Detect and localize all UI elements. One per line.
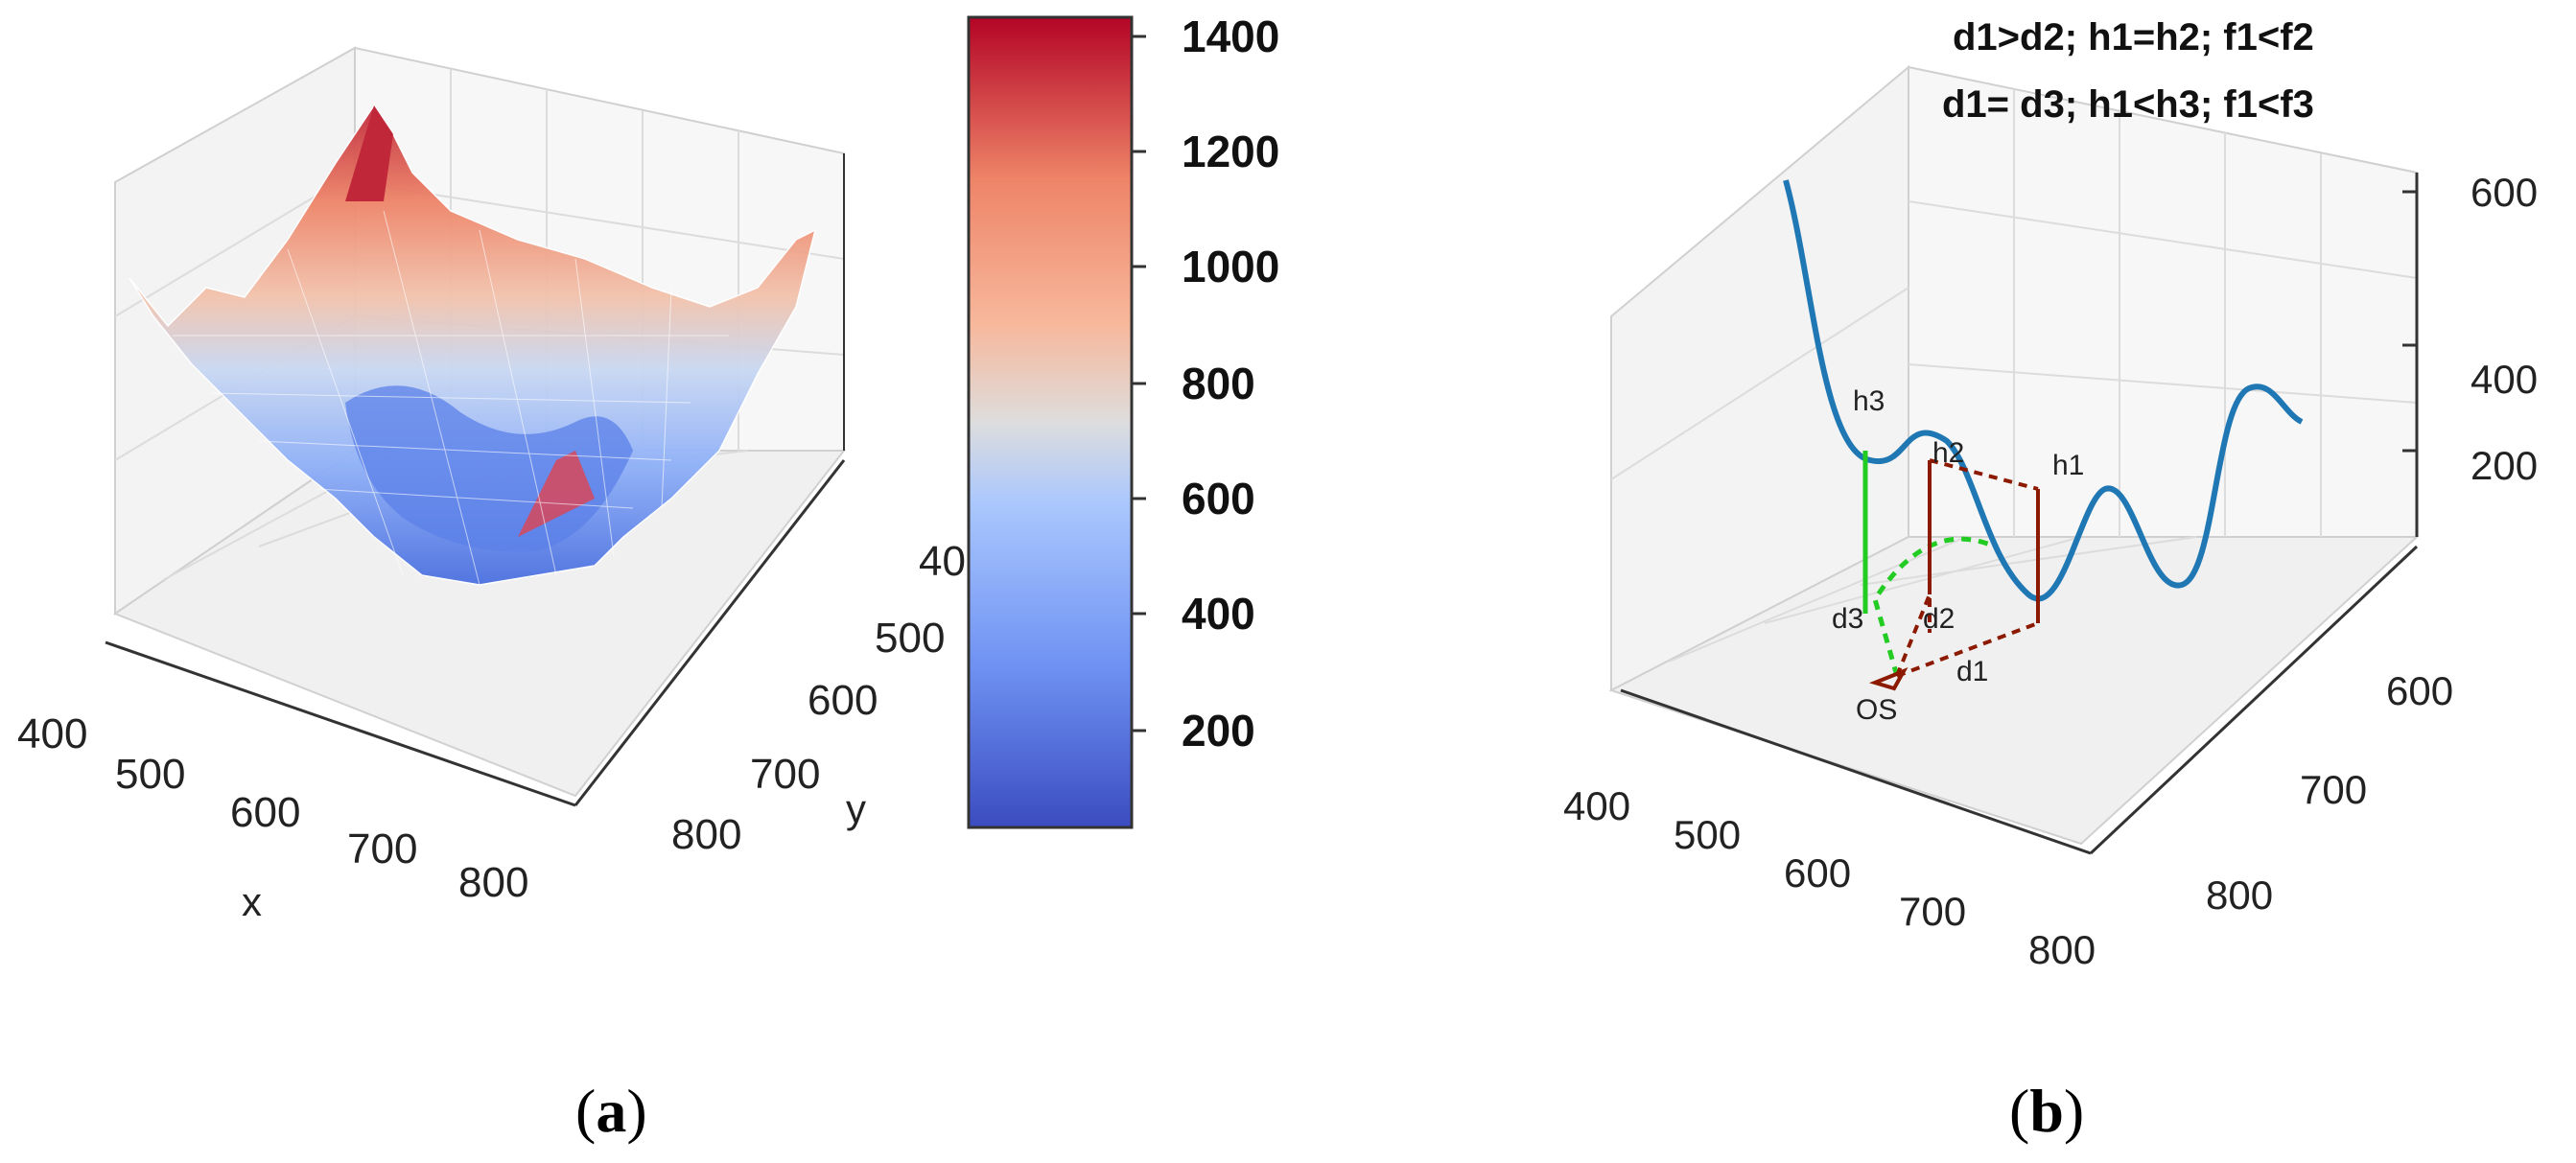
y-tick: 700 xyxy=(750,751,820,798)
origin-marker xyxy=(1868,667,1909,691)
x-tick: 500 xyxy=(115,751,185,798)
caption-b: (b) xyxy=(2009,1077,2084,1145)
pane-back-right-b xyxy=(1908,65,2418,538)
panel-b: h3 h2 h1 d3 d2 d1 OS d1>d2; h1=h2; f1<f2… xyxy=(1563,16,2538,1145)
x-tick: 400 xyxy=(17,710,87,757)
y-tick: 700 xyxy=(2300,767,2367,812)
x-tick: 600 xyxy=(230,789,300,836)
x-axis-a xyxy=(105,640,576,807)
label-h3: h3 xyxy=(1853,385,1885,417)
z-tick: 400 xyxy=(2471,357,2538,402)
colorbar-ticks: 200 400 600 800 1000 1200 1400 xyxy=(1132,12,1279,756)
y-tick: 800 xyxy=(2206,872,2273,918)
label-d3: d3 xyxy=(1832,603,1863,635)
x-ticks-b: 400 500 600 700 800 xyxy=(1563,783,2096,972)
caption-a: (a) xyxy=(575,1077,647,1145)
colorbar-tick: 600 xyxy=(1182,474,1255,523)
y-axis-a xyxy=(574,459,846,806)
grid-b xyxy=(1610,89,2418,663)
surface-mesh xyxy=(129,104,817,586)
x-ticks-a: 400 500 600 700 800 xyxy=(17,710,528,906)
y-ticks-b: 600 700 800 xyxy=(2206,668,2453,918)
y-tick: 800 xyxy=(671,811,741,858)
x-axis-label-a: x xyxy=(242,879,262,924)
z-tick: 200 xyxy=(2471,443,2538,488)
x-tick: 500 xyxy=(1674,812,1741,857)
z-ticks-b: 200 400 600 xyxy=(2402,170,2538,488)
x-tick: 800 xyxy=(458,859,528,906)
relation-line-2: d1= d3; h1<h3; f1<f3 xyxy=(1942,83,2314,126)
surface-peak xyxy=(345,105,393,201)
colorbar-tick: 1000 xyxy=(1182,242,1279,291)
colorbar-tick: 200 xyxy=(1182,706,1255,756)
panel-a: 400 500 600 700 800 x 400 500 600 700 80… xyxy=(17,12,1279,1145)
y-axis-label-a: y xyxy=(846,786,866,831)
colorbar-tick: 400 xyxy=(1182,589,1255,639)
colorbar-tick: 800 xyxy=(1182,359,1255,408)
d3-dashed xyxy=(1872,536,1996,677)
x-tick: 600 xyxy=(1784,850,1851,896)
y-ticks-a: 400 500 600 700 800 xyxy=(671,538,989,858)
relation-line-1: d1>d2; h1=h2; f1<f2 xyxy=(1953,16,2314,58)
surface-wire xyxy=(173,210,729,586)
x-tick: 700 xyxy=(347,826,417,872)
x-tick: 700 xyxy=(1899,889,1966,934)
colorbar-tick: 1400 xyxy=(1182,12,1279,61)
d1-line xyxy=(1896,621,2039,678)
label-h2: h2 xyxy=(1932,437,1964,469)
caption-b-letter: b xyxy=(2029,1077,2064,1145)
label-h1: h1 xyxy=(2052,450,2084,481)
y-tick: 600 xyxy=(808,677,878,724)
surface-ridge xyxy=(518,451,595,537)
label-d1: d1 xyxy=(1956,656,1988,687)
x-axis-b xyxy=(1620,688,2092,855)
colorbar-tick: 1200 xyxy=(1182,127,1279,176)
x-tick: 800 xyxy=(2028,927,2096,972)
caption-a-letter: a xyxy=(596,1077,626,1145)
label-d2: d2 xyxy=(1923,603,1955,635)
z-tick: 600 xyxy=(2471,170,2538,215)
y-axis-b xyxy=(2089,545,2419,855)
y-tick: 500 xyxy=(875,615,945,662)
y-tick: 600 xyxy=(2386,668,2453,713)
x-tick: 400 xyxy=(1563,783,1630,828)
colorbar xyxy=(967,15,1134,829)
label-origin: OS xyxy=(1856,694,1897,726)
